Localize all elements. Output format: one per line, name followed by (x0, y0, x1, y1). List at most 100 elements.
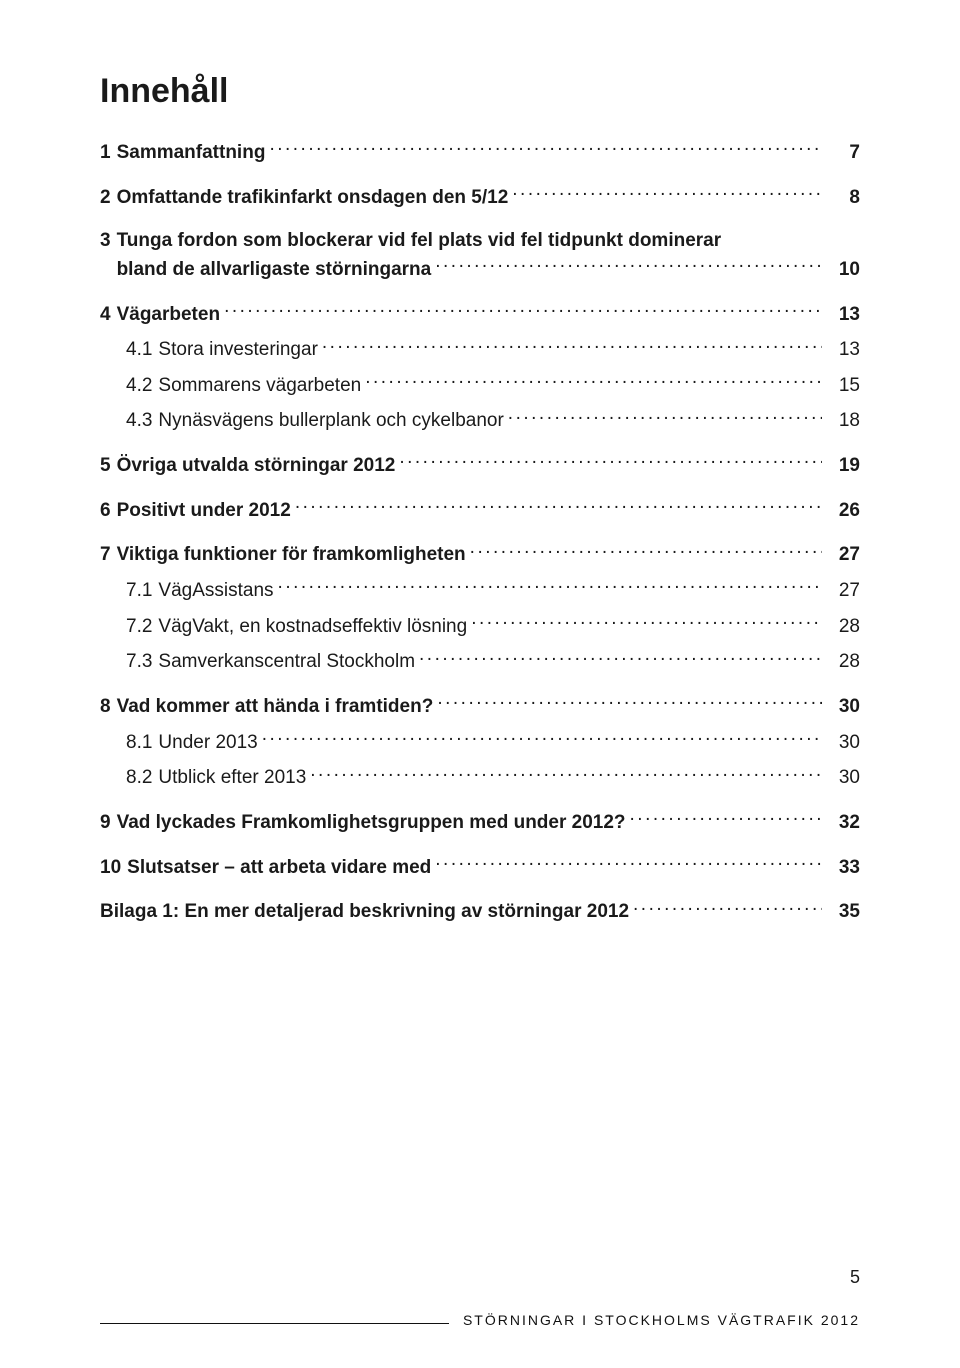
toc-leader (471, 613, 822, 632)
toc-leader (435, 256, 822, 275)
toc-leader (224, 301, 822, 320)
toc-subentry: 4.3 Nynäsvägens bullerplank och cykelban… (100, 407, 860, 434)
toc-leader (435, 854, 822, 873)
toc-leader (399, 452, 822, 471)
toc-page: 10 (826, 257, 860, 283)
toc-page: 13 (826, 337, 860, 363)
toc-leader (262, 729, 822, 748)
toc-entry: 2 Omfattande trafikinfarkt onsdagen den … (100, 184, 860, 211)
toc-page: 13 (826, 302, 860, 328)
toc-page: 19 (826, 453, 860, 479)
toc-number: 7.3 (100, 649, 152, 675)
toc-page: 30 (826, 694, 860, 720)
toc-label: Bilaga 1: En mer detaljerad beskrivning … (100, 899, 629, 925)
toc-label: VägVakt, en kostnadseffektiv lösning (152, 614, 467, 640)
toc-label: Omfattande trafikinfarkt onsdagen den 5/… (111, 185, 509, 211)
toc-page: 27 (826, 578, 860, 604)
toc-entry: Bilaga 1: En mer detaljerad beskrivning … (100, 898, 860, 925)
toc-number: 8.2 (100, 765, 152, 791)
toc-page: 28 (826, 614, 860, 640)
toc-leader (269, 139, 822, 158)
toc-leader (365, 372, 822, 391)
footer-running: STÖRNINGAR I STOCKHOLMS VÄGTRAFIK 2012 (100, 1312, 860, 1328)
table-of-contents: 1 Sammanfattning 7 2 Omfattande trafikin… (100, 139, 860, 925)
toc-number: 6 (100, 498, 111, 524)
toc-page: 32 (826, 810, 860, 836)
toc-number: 9 (100, 810, 111, 836)
toc-number: 4.2 (100, 373, 152, 399)
toc-label: Vad lyckades Framkomlighetsgruppen med u… (111, 810, 626, 836)
toc-entry-continuation: 3 bland de allvarligaste störningarna 10 (100, 256, 860, 283)
toc-number: 7.1 (100, 578, 152, 604)
toc-subentry: 4.1 Stora investeringar 13 (100, 336, 860, 363)
toc-entry: 10 Slutsatser – att arbeta vidare med 33 (100, 854, 860, 881)
toc-number: 1 (100, 140, 111, 166)
page: Innehåll 1 Sammanfattning 7 2 Omfattande… (0, 0, 960, 1368)
toc-number: 3 (100, 228, 111, 254)
toc-label: Positivt under 2012 (111, 498, 291, 524)
footer-rule (100, 1323, 449, 1328)
toc-label: Sammanfattning (111, 140, 266, 166)
toc-label: Viktiga funktioner för framkomligheten (111, 542, 466, 568)
toc-number: 4 (100, 302, 111, 328)
toc-label: Samverkanscentral Stockholm (152, 649, 415, 675)
toc-entry: 6 Positivt under 2012 26 (100, 497, 860, 524)
toc-leader (278, 577, 822, 596)
toc-entry: 9 Vad lyckades Framkomlighetsgruppen med… (100, 809, 860, 836)
toc-page: 33 (826, 855, 860, 881)
toc-number: 4.1 (100, 337, 152, 363)
toc-leader (633, 898, 822, 917)
toc-leader (419, 648, 822, 667)
toc-number: 2 (100, 185, 111, 211)
toc-page: 30 (826, 730, 860, 756)
toc-leader (322, 336, 822, 355)
page-number: 5 (850, 1267, 860, 1287)
toc-page: 28 (826, 649, 860, 675)
toc-number: 4.3 (100, 408, 152, 434)
toc-entry: 5 Övriga utvalda störningar 2012 19 (100, 452, 860, 479)
toc-page: 35 (826, 899, 860, 925)
toc-label: VägAssistans (152, 578, 273, 604)
toc-label: Stora investeringar (152, 337, 317, 363)
toc-subentry: 8.2 Utblick efter 2013 30 (100, 764, 860, 791)
toc-page: 8 (826, 185, 860, 211)
toc-leader (310, 764, 822, 783)
toc-entry: 4 Vägarbeten 13 (100, 301, 860, 328)
toc-leader (470, 541, 822, 560)
toc-entry: 1 Sammanfattning 7 (100, 139, 860, 166)
toc-label: bland de allvarligaste störningarna (111, 257, 432, 283)
toc-leader (508, 407, 822, 426)
toc-label: Utblick efter 2013 (152, 765, 306, 791)
toc-label: Vad kommer att hända i framtiden? (111, 694, 434, 720)
toc-number: 7 (100, 542, 111, 568)
toc-number: 5 (100, 453, 111, 479)
toc-label: Vägarbeten (111, 302, 220, 328)
toc-page: 26 (826, 498, 860, 524)
toc-entry: 3 Tunga fordon som blockerar vid fel pla… (100, 228, 860, 254)
toc-subentry: 4.2 Sommarens vägarbeten 15 (100, 372, 860, 399)
toc-number: 7.2 (100, 614, 152, 640)
toc-number: 8.1 (100, 730, 152, 756)
toc-label: Sommarens vägarbeten (152, 373, 361, 399)
toc-number: 8 (100, 694, 111, 720)
footer-text: STÖRNINGAR I STOCKHOLMS VÄGTRAFIK 2012 (449, 1312, 860, 1328)
toc-page: 18 (826, 408, 860, 434)
toc-leader (630, 809, 822, 828)
page-title: Innehåll (100, 72, 860, 111)
toc-subentry: 7.1 VägAssistans 27 (100, 577, 860, 604)
toc-label: Tunga fordon som blockerar vid fel plats… (111, 228, 722, 254)
toc-page: 15 (826, 373, 860, 399)
toc-page: 30 (826, 765, 860, 791)
toc-entry: 7 Viktiga funktioner för framkomligheten… (100, 541, 860, 568)
toc-entry: 8 Vad kommer att hända i framtiden? 30 (100, 693, 860, 720)
toc-label: Slutsatser – att arbeta vidare med (121, 855, 431, 881)
toc-subentry: 7.2 VägVakt, en kostnadseffektiv lösning… (100, 613, 860, 640)
toc-subentry: 8.1 Under 2013 30 (100, 729, 860, 756)
toc-number: 10 (100, 855, 121, 881)
toc-page: 7 (826, 140, 860, 166)
toc-label: Nynäsvägens bullerplank och cykelbanor (152, 408, 503, 434)
toc-page: 27 (826, 542, 860, 568)
toc-label: Under 2013 (152, 730, 257, 756)
toc-leader (295, 497, 822, 516)
footer-page-number: 5 (850, 1267, 860, 1288)
